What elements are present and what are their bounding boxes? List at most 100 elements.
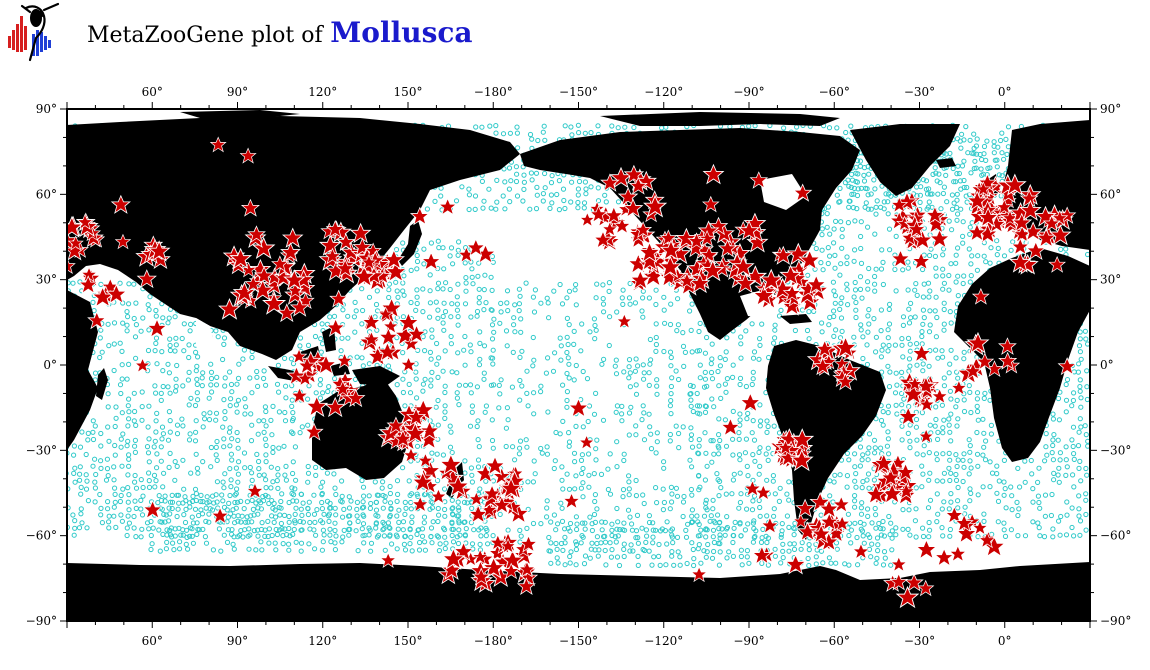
station-marker	[696, 487, 702, 493]
station-marker	[158, 497, 165, 504]
station-marker	[174, 431, 181, 437]
station-marker	[704, 507, 710, 513]
station-marker	[448, 314, 454, 320]
station-marker	[449, 369, 455, 375]
station-marker	[833, 327, 839, 333]
station-marker	[131, 418, 137, 424]
station-marker	[221, 532, 227, 538]
station-marker	[111, 513, 117, 519]
station-marker	[151, 444, 157, 450]
station-marker	[227, 443, 233, 449]
station-marker	[118, 492, 124, 499]
station-marker	[892, 266, 898, 273]
station-marker	[456, 505, 462, 511]
station-marker	[591, 316, 598, 322]
station-marker	[689, 444, 696, 450]
station-marker	[290, 531, 296, 537]
station-marker	[138, 497, 144, 503]
station-marker	[933, 404, 939, 410]
station-marker	[730, 408, 736, 414]
station-marker	[674, 493, 681, 499]
station-marker	[878, 445, 884, 451]
station-marker	[146, 484, 153, 490]
station-marker	[435, 286, 441, 292]
station-marker	[509, 444, 516, 450]
station-marker	[880, 518, 886, 525]
station-marker	[241, 450, 248, 456]
station-marker	[661, 307, 667, 313]
station-marker	[599, 527, 605, 533]
station-marker	[447, 444, 454, 450]
station-marker	[653, 321, 659, 327]
station-marker	[360, 484, 367, 490]
station-marker	[248, 438, 255, 444]
station-marker	[852, 451, 858, 457]
station-marker	[400, 389, 406, 396]
station-marker	[704, 334, 710, 341]
station-marker	[442, 409, 448, 415]
station-marker	[934, 478, 940, 484]
station-marker	[448, 245, 455, 251]
station-marker	[525, 403, 531, 409]
station-marker	[771, 513, 777, 519]
station-marker	[578, 485, 585, 491]
metazoogene-logo	[8, 2, 60, 62]
station-marker	[858, 260, 865, 266]
station-marker	[510, 322, 517, 328]
station-marker	[564, 389, 571, 395]
station-marker	[750, 355, 757, 361]
station-marker	[179, 416, 185, 422]
station-marker	[557, 335, 563, 341]
station-marker	[914, 292, 920, 298]
station-marker	[558, 343, 564, 349]
station-marker	[160, 368, 166, 374]
station-marker	[435, 505, 441, 512]
station-marker	[885, 327, 891, 333]
station-marker	[906, 356, 913, 362]
station-marker	[620, 494, 626, 500]
station-marker	[227, 369, 233, 375]
station-marker	[838, 219, 844, 225]
station-marker	[429, 450, 435, 456]
station-marker	[524, 368, 530, 374]
station-marker	[580, 424, 586, 430]
station-marker	[490, 445, 496, 451]
station-marker	[448, 341, 454, 347]
station-marker	[165, 437, 172, 443]
station-marker	[359, 526, 365, 532]
station-marker	[893, 370, 899, 376]
station-marker	[79, 429, 85, 435]
station-marker	[256, 458, 262, 465]
station-marker	[716, 432, 722, 438]
station-marker	[640, 295, 646, 301]
station-marker	[933, 294, 939, 300]
station-marker	[681, 363, 687, 369]
station-marker	[627, 301, 633, 307]
station-marker	[919, 333, 925, 340]
station-marker	[145, 347, 152, 354]
station-marker	[932, 308, 938, 314]
station-marker	[498, 377, 504, 383]
station-marker	[474, 313, 480, 319]
station-marker	[756, 356, 762, 362]
station-marker	[676, 430, 682, 437]
station-marker	[844, 281, 850, 287]
station-marker	[771, 506, 777, 512]
station-marker	[443, 280, 449, 286]
station-marker	[572, 287, 578, 293]
station-marker	[530, 479, 537, 485]
station-marker	[262, 533, 268, 539]
station-marker	[366, 294, 373, 300]
station-marker	[933, 347, 939, 353]
station-marker	[462, 301, 469, 307]
station-marker	[718, 395, 724, 401]
station-marker	[703, 526, 709, 532]
station-marker	[857, 444, 864, 450]
station-marker	[516, 301, 523, 307]
station-marker	[708, 369, 715, 376]
station-marker	[926, 477, 932, 483]
station-marker	[496, 405, 502, 411]
station-marker	[907, 438, 913, 444]
station-marker	[435, 315, 441, 321]
station-marker	[111, 320, 118, 326]
